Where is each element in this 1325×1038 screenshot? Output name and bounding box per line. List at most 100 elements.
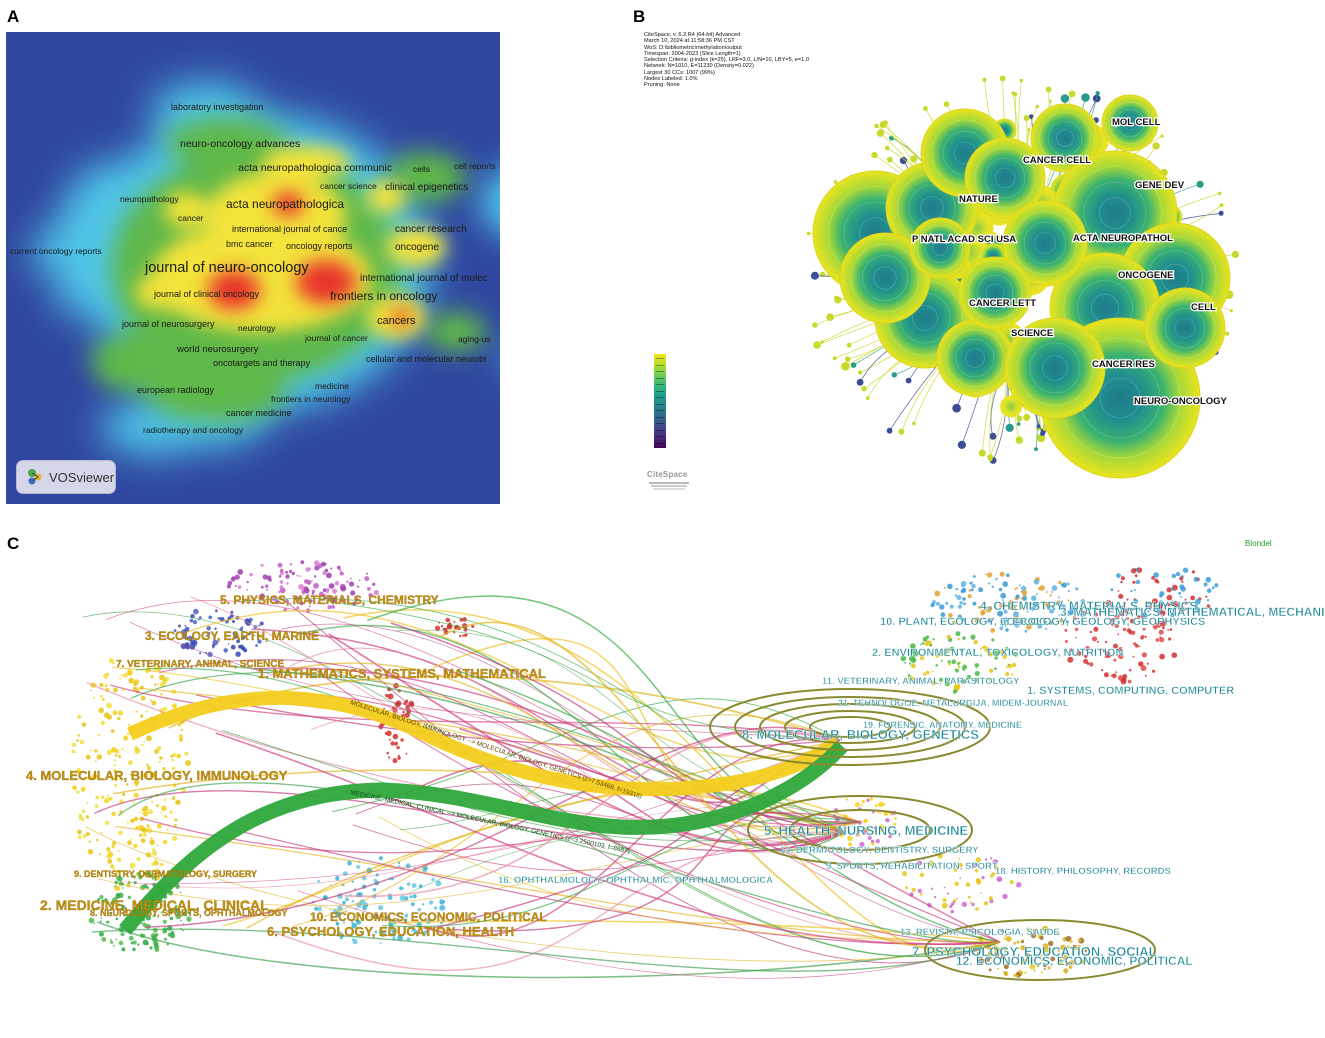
journal-dot <box>434 906 438 910</box>
citation-flow <box>298 624 846 852</box>
journal-dot <box>104 797 111 803</box>
journal-dot <box>215 609 218 613</box>
journal-dot <box>1135 579 1141 585</box>
hub-ring <box>1164 307 1206 349</box>
journal-dot <box>1130 568 1137 574</box>
journal-dot <box>866 798 870 802</box>
journal-dot <box>885 818 890 823</box>
journal-label: cellular and molecular neurobi <box>366 354 486 364</box>
journal-dot <box>309 599 313 603</box>
journal-dot <box>103 673 109 679</box>
journal-dot <box>943 653 948 657</box>
journal-dot <box>1110 604 1115 609</box>
hub-ring <box>984 157 1026 199</box>
cited-cluster-label: 2. ENVIRONMENTAL, TOXICOLOGY, NUTRITION <box>872 647 1123 659</box>
journal-dot <box>406 864 409 867</box>
journal-dot <box>1156 608 1162 614</box>
journal-dot <box>972 862 978 868</box>
journal-dot <box>910 663 916 669</box>
journal-dot <box>1042 925 1049 932</box>
journal-dot <box>984 858 988 861</box>
journal-dot <box>999 603 1004 608</box>
journal-labels: laboratory investigation neuro-oncology a… <box>10 102 496 435</box>
network-hub <box>839 232 931 324</box>
journal-dot <box>182 929 184 932</box>
journal-dot <box>1000 955 1005 959</box>
journal-dot <box>101 722 105 726</box>
journal-dot <box>945 601 949 605</box>
journal-dot <box>1048 940 1054 947</box>
journal-dot <box>162 678 167 683</box>
journal-dot <box>1182 567 1189 573</box>
journal-dot <box>1113 643 1118 649</box>
journal-dot <box>928 860 934 867</box>
journal-dot <box>119 677 122 680</box>
node-label: MOL CELL <box>1112 117 1161 128</box>
journal-dot <box>1087 953 1090 957</box>
network-node-small <box>899 156 907 165</box>
network-node-small <box>876 129 885 137</box>
citespace-metadata: CiteSpace, v. 6.2.R4 (64-bit) Advanced Ma… <box>644 32 809 89</box>
journal-dot <box>85 832 90 836</box>
scale-tick <box>656 436 664 437</box>
journal-dot <box>970 634 976 640</box>
journal-dot <box>1020 585 1027 592</box>
journal-dot <box>1045 591 1048 593</box>
journal-dot <box>387 693 394 700</box>
journal-dot <box>262 574 268 580</box>
journal-dot <box>1014 588 1017 591</box>
journal-dot <box>1015 594 1020 599</box>
journal-dot <box>975 869 979 873</box>
journal-dot <box>107 714 112 720</box>
journal-dot <box>76 769 81 774</box>
hub-ring <box>974 147 1036 209</box>
journal-dot <box>1011 673 1014 676</box>
journal-dot <box>162 929 167 934</box>
journal-dot <box>935 664 938 667</box>
journal-dot <box>334 581 340 586</box>
journal-dot <box>1033 579 1040 585</box>
journal-dot <box>1089 662 1094 667</box>
network-hub <box>1144 287 1226 369</box>
journal-dot <box>112 841 116 846</box>
journal-dot <box>299 575 301 578</box>
journal-dot <box>1141 652 1147 658</box>
network-node-small <box>856 378 864 386</box>
journal-dot <box>178 624 181 628</box>
journal-dot <box>439 899 445 905</box>
journal-dot <box>97 898 101 901</box>
journal-dot <box>350 590 356 596</box>
journal-dot <box>1086 946 1089 949</box>
journal-dot <box>154 947 160 952</box>
network-node-small <box>1019 78 1024 83</box>
journal-dot <box>1016 587 1019 589</box>
network-node-small <box>874 123 879 129</box>
journal-dot <box>1169 612 1175 618</box>
journal-dot <box>400 738 404 742</box>
cited-cluster-label: 4. CHEMISTRY, MATERIALS, PHYSICS <box>980 599 1197 613</box>
journal-dot <box>999 571 1005 577</box>
journal-dot <box>366 572 369 575</box>
journal-dot <box>1040 954 1043 957</box>
journal-dot <box>1147 605 1152 610</box>
journal-dot <box>1159 653 1165 660</box>
network-node-small <box>1060 94 1070 103</box>
journal-dot <box>1159 636 1162 639</box>
scale-tick <box>656 364 664 366</box>
citation-flow <box>186 610 841 760</box>
journal-dot <box>153 875 157 879</box>
journal-dot <box>100 795 105 800</box>
journal-dot <box>861 799 865 804</box>
journal-dot <box>139 833 143 837</box>
journal-dot <box>152 848 155 851</box>
journal-dot <box>1020 945 1026 951</box>
journal-dot <box>71 749 76 754</box>
journal-dot <box>292 595 294 597</box>
journal-dot <box>114 885 117 888</box>
network-node-small <box>1231 250 1239 259</box>
journal-dot <box>277 562 283 568</box>
journal-dot <box>1153 606 1157 610</box>
journal-dot <box>1059 619 1063 623</box>
journal-dot <box>1082 610 1086 614</box>
journal-label: cancer <box>178 213 204 223</box>
